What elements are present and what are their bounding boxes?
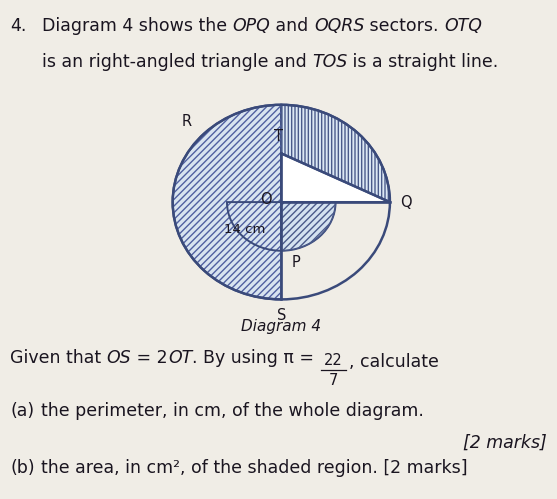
Text: T: T [274,129,283,145]
Text: = 2: = 2 [131,349,168,367]
Text: OTQ: OTQ [444,17,482,35]
Text: the area, in cm², of the shaded region. [2 marks]: the area, in cm², of the shaded region. … [41,459,467,477]
Text: and: and [270,17,314,35]
Text: . By using π =: . By using π = [192,349,320,367]
Text: OS: OS [106,349,131,367]
Text: Diagram 4 shows the: Diagram 4 shows the [42,17,232,35]
Text: OQRS: OQRS [314,17,364,35]
Text: is a straight line.: is a straight line. [347,53,499,71]
Text: R: R [182,114,192,129]
Text: OT: OT [168,349,192,367]
Text: S: S [277,308,286,323]
Wedge shape [281,105,390,202]
Text: Diagram 4: Diagram 4 [241,319,321,334]
Wedge shape [281,202,335,251]
Text: the perimeter, in cm, of the whole diagram.: the perimeter, in cm, of the whole diagr… [41,402,423,420]
Text: 22: 22 [324,353,343,368]
Text: (a): (a) [10,402,34,420]
Text: OPQ: OPQ [232,17,270,35]
Text: sectors.: sectors. [364,17,444,35]
Text: 14 cm: 14 cm [224,223,266,236]
Text: Q: Q [400,195,412,210]
Text: P: P [291,255,300,270]
Text: TOS: TOS [312,53,347,71]
Text: 4.: 4. [10,17,26,35]
Text: O: O [260,192,271,207]
Text: (b): (b) [10,459,35,477]
Text: [2 marks]: [2 marks] [463,434,547,452]
Text: Given that: Given that [10,349,106,367]
Text: , calculate: , calculate [349,353,438,371]
Polygon shape [281,154,390,202]
Text: 7: 7 [329,373,338,388]
Text: is an right-angled triangle and: is an right-angled triangle and [42,53,312,71]
Wedge shape [173,105,281,299]
